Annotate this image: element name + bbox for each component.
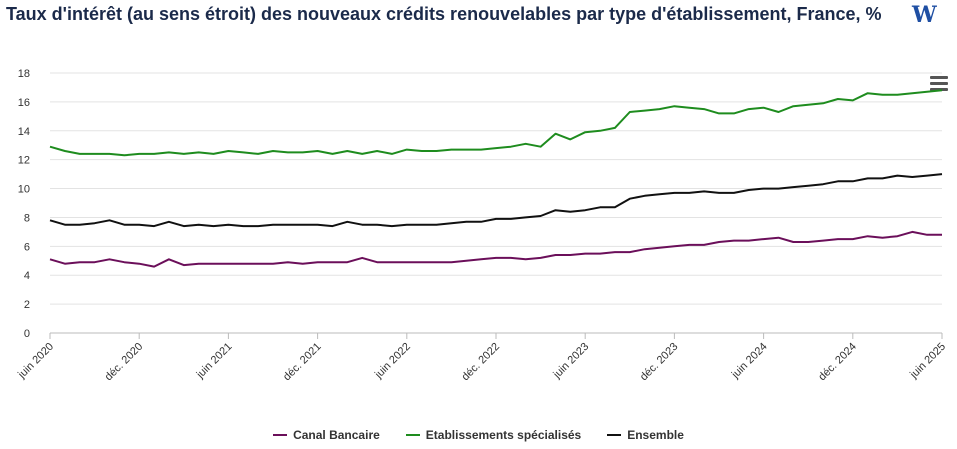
x-tick-label: juin 2021 [194,341,235,382]
x-tick-label: déc. 2022 [459,341,502,384]
series-lines [49,89,943,268]
x-tick-label: déc. 2021 [281,341,324,384]
hamburger-menu-icon[interactable] [930,76,948,92]
legend-item-0[interactable]: Canal Bancaire [273,428,380,442]
series-line-1 [49,89,943,157]
y-tick-label: 18 [18,68,30,80]
legend-swatch [607,434,622,436]
series-line-0 [49,230,942,268]
y-tick-label: 6 [24,241,30,253]
y-tick-label: 16 [18,97,30,109]
series-line-2 [49,173,943,228]
y-axis: 0 2 4 6 8 10 12 14 16 18 [18,68,30,340]
legend-swatch [405,434,420,436]
x-tick-label: juin 2020 [15,341,56,382]
brand-logo: W [912,2,937,28]
x-tick-label: déc. 2023 [638,341,681,384]
grid-lines [50,72,942,334]
legend-swatch [273,434,288,436]
legend-item-1[interactable]: Etablissements spécialisés [405,428,582,442]
x-tick-label: juin 2023 [551,341,592,382]
x-tick-label: juin 2022 [372,341,413,382]
x-tick-label: déc. 2020 [103,341,146,384]
x-tick-label: juin 2025 [907,341,948,382]
legend-label: Canal Bancaire [293,428,380,442]
legend-label: Etablissements spécialisés [425,428,582,442]
y-tick-label: 0 [24,328,30,340]
legend-label: Ensemble [627,428,684,442]
chart-legend: Canal Bancaire Etablissements spécialisés… [0,428,957,442]
legend-item-2[interactable]: Ensemble [607,428,684,442]
y-tick-label: 12 [18,155,30,167]
y-tick-label: 10 [18,184,30,196]
y-tick-label: 14 [18,126,30,138]
x-axis: juin 2020 déc. 2020 juin 2021 déc. 2021 juin… [15,333,948,383]
chart-title: Taux d'intérêt (au sens étroit) des nouv… [6,4,882,24]
x-tick-label: déc. 2024 [816,341,859,384]
y-tick-label: 4 [24,270,30,282]
x-tick-label: juin 2024 [729,341,770,382]
y-tick-label: 2 [24,299,30,311]
y-tick-label: 8 [24,212,30,224]
